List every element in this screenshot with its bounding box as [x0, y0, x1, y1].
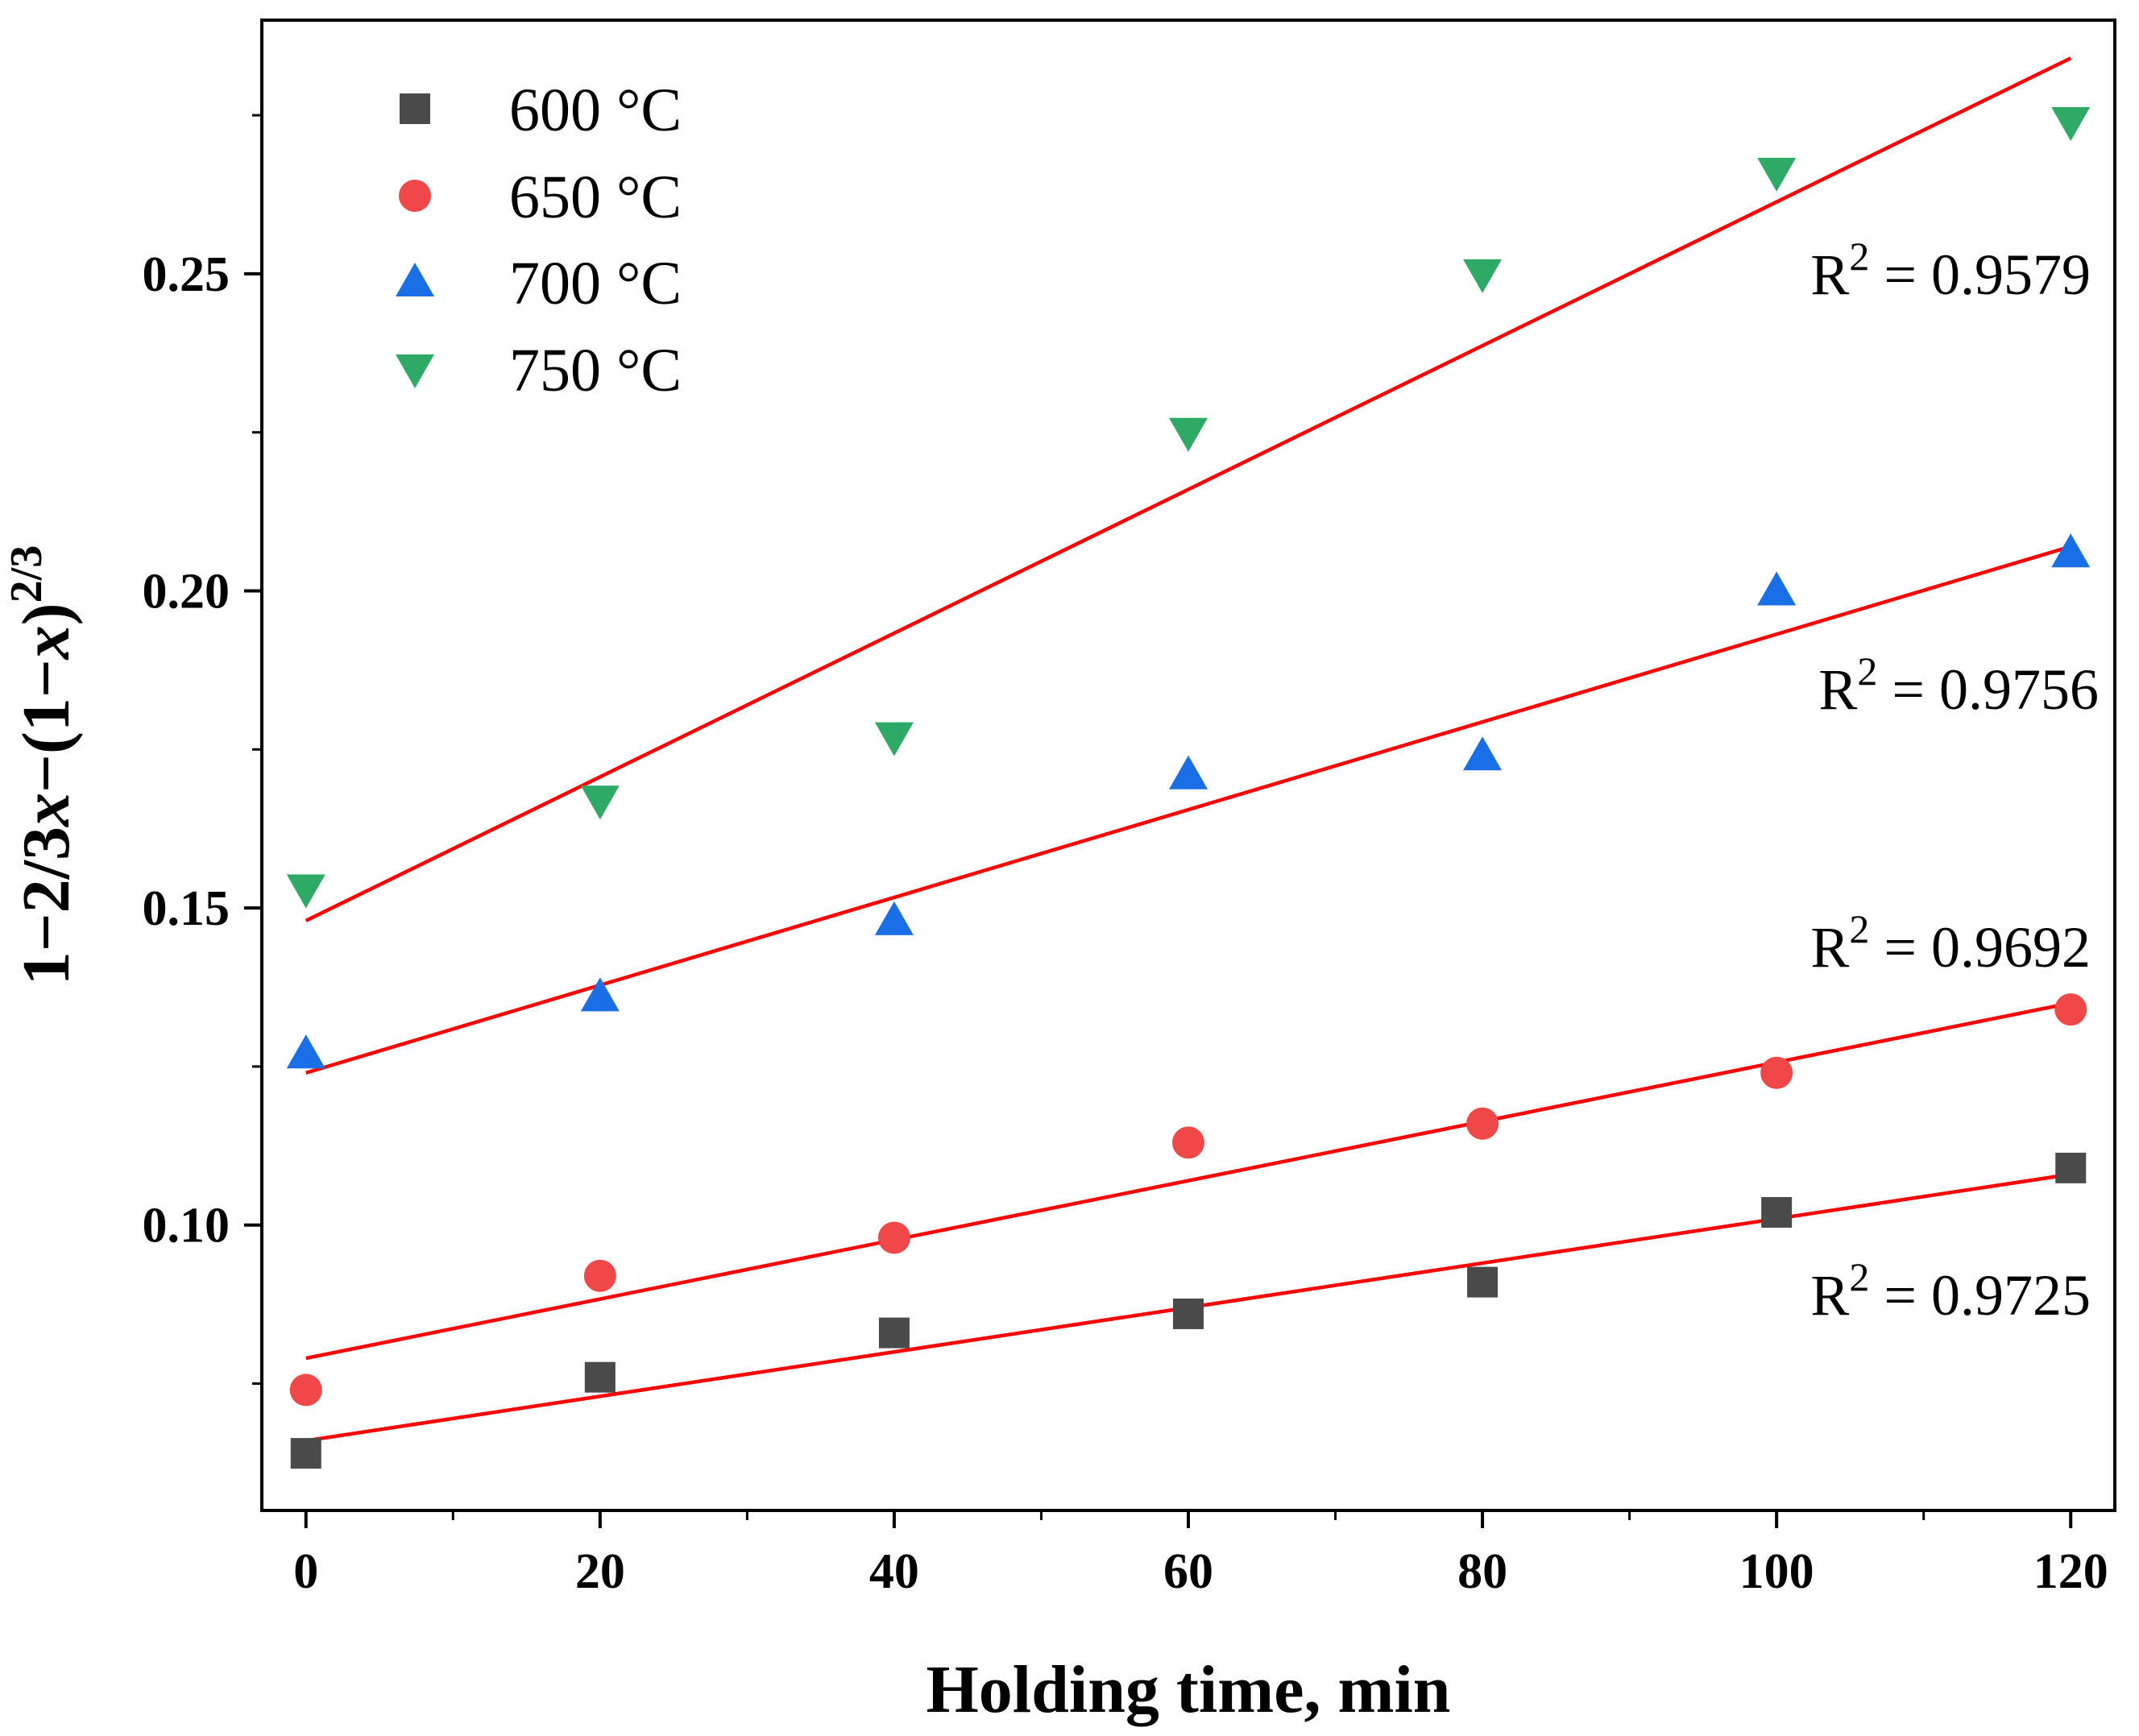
- r2-prefix: R: [1818, 657, 1857, 722]
- legend-label: 600 °C: [509, 77, 682, 144]
- x-tick-label: 0: [293, 1544, 318, 1599]
- data-point: [286, 874, 325, 909]
- legend-label: 750 °C: [509, 337, 682, 404]
- y-tick-label: 0.20: [143, 565, 230, 619]
- data-point: [1757, 157, 1797, 192]
- data-point: [1173, 1298, 1204, 1329]
- y-axis-title: 1−2/3x−(1−x)2/3: [2, 545, 84, 985]
- data-point: [877, 1221, 910, 1254]
- legend-marker: [396, 354, 434, 388]
- y-tick-label: 0.25: [143, 247, 230, 302]
- r2-value: = 0.9692: [1869, 915, 2091, 980]
- x-axis-title: Holding time, min: [926, 1652, 1450, 1727]
- r-squared-label: R2 = 0.9725: [1810, 1254, 2091, 1328]
- r2-superscript: 2: [1849, 906, 1869, 951]
- fit-line-3: [305, 56, 2072, 922]
- data-point: [874, 722, 914, 756]
- data-point: [1169, 755, 1208, 789]
- r-squared-label: R2 = 0.9692: [1810, 906, 2091, 980]
- legend-marker: [399, 180, 431, 212]
- data-point: [1172, 1126, 1204, 1159]
- y-title-part: 1−2/3: [9, 827, 84, 985]
- y-title-superscript: 2/3: [2, 545, 52, 603]
- r2-prefix: R: [1810, 915, 1849, 980]
- data-point: [584, 1361, 616, 1393]
- x-tick-label: 40: [869, 1544, 919, 1599]
- data-point: [2051, 106, 2091, 141]
- data-point: [1463, 736, 1503, 771]
- data-point: [1761, 1197, 1793, 1228]
- data-point: [2054, 993, 2087, 1026]
- data-point: [878, 1317, 910, 1349]
- data-point: [2055, 1152, 2087, 1183]
- legend-marker: [396, 263, 434, 296]
- r-squared-label: R2 = 0.9579: [1810, 234, 2091, 307]
- data-point: [1757, 571, 1797, 606]
- y-title-part: ): [9, 603, 84, 625]
- data-point: [290, 1438, 321, 1469]
- r2-prefix: R: [1810, 1263, 1849, 1328]
- r2-value: = 0.9725: [1869, 1263, 2091, 1328]
- y-title-part: −(1−: [9, 659, 84, 793]
- r2-value: = 0.9579: [1869, 242, 2091, 307]
- x-tick-label: 60: [1163, 1544, 1213, 1599]
- data-markers: [286, 106, 2091, 1469]
- r2-superscript: 2: [1849, 1254, 1869, 1299]
- axes: 0 20 40 60 80 100 120 0.10 0.15 0.20 0.25: [143, 19, 2116, 1599]
- data-point: [1169, 417, 1208, 452]
- r2-value: = 0.9756: [1877, 657, 2099, 722]
- y-tick-label: 0.10: [143, 1199, 230, 1253]
- legend-label: 650 °C: [509, 164, 682, 231]
- x-tick-label: 80: [1457, 1544, 1507, 1599]
- data-point: [1463, 259, 1503, 293]
- data-point: [1760, 1056, 1793, 1089]
- data-point: [289, 1373, 322, 1407]
- data-point: [583, 1259, 616, 1292]
- data-point: [1467, 1266, 1499, 1298]
- r2-superscript: 2: [1857, 648, 1877, 694]
- legend-label: 700 °C: [509, 250, 682, 317]
- x-tick-label: 20: [575, 1544, 625, 1599]
- data-point: [580, 785, 620, 820]
- fit-line-2: [305, 545, 2071, 1075]
- r2-superscript: 2: [1849, 234, 1869, 279]
- legend-marker: [400, 93, 430, 124]
- data-point: [286, 1034, 325, 1069]
- x-tick-label: 100: [1739, 1544, 1814, 1599]
- y-title-var: x: [9, 793, 84, 828]
- data-point: [580, 977, 620, 1012]
- y-title-var: x: [9, 625, 84, 661]
- data-point: [1466, 1107, 1499, 1140]
- x-tick-label: 120: [2033, 1544, 2108, 1599]
- data-point: [874, 901, 914, 935]
- r2-prefix: R: [1810, 242, 1849, 307]
- data-point: [2051, 533, 2091, 568]
- y-tick-label: 0.15: [143, 881, 230, 936]
- r-squared-label: R2 = 0.9756: [1818, 648, 2099, 722]
- legend: 600 °C 650 °C 700 °C 750 °C: [396, 77, 682, 404]
